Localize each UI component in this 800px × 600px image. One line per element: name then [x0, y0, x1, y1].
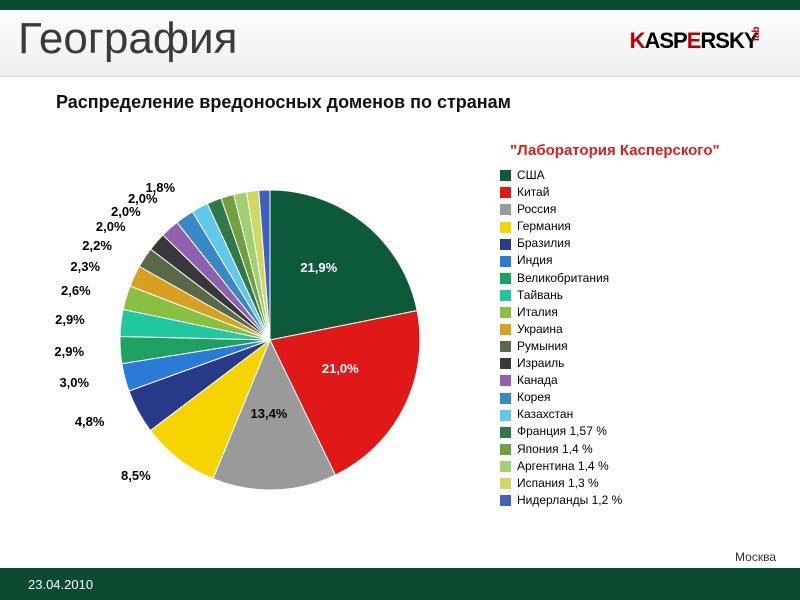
legend-row: Казахстан — [500, 407, 790, 423]
legend-swatch — [500, 290, 511, 301]
footer-date: 23.04.2010 — [28, 577, 93, 592]
legend-row: Аргентина 1,4 % — [500, 459, 790, 475]
legend-label: Россия — [517, 202, 556, 218]
legend-label: Корея — [517, 390, 551, 406]
legend-label: Канада — [517, 373, 558, 389]
legend-swatch — [500, 478, 511, 489]
pie-slice-label: 2,0% — [111, 204, 141, 219]
legend-label: Индия — [517, 253, 552, 269]
legend-row: Россия — [500, 202, 790, 218]
pie-chart-area: 21,9% 21,0% 13,4% 8,5% 4,8% 3,0% 2,9% 2,9% 2,6% 2… — [40, 120, 470, 520]
legend-title: "Лаборатория Касперского" — [510, 142, 720, 159]
legend-swatch — [500, 393, 511, 404]
legend-swatch — [500, 307, 511, 318]
legend-row: Украина — [500, 322, 790, 338]
legend-swatch — [500, 187, 511, 198]
legend-label: США — [517, 168, 545, 184]
legend-row: Япония 1,4 % — [500, 442, 790, 458]
top-accent-bar — [0, 0, 800, 10]
legend-swatch — [500, 170, 511, 181]
pie-slice-label: 2,3% — [70, 259, 100, 274]
legend-swatch — [500, 273, 511, 284]
legend-swatch — [500, 239, 511, 250]
slide: География KASPERSKY lab Распределение вр… — [0, 0, 800, 600]
legend-swatch — [500, 375, 511, 386]
legend-row: Германия — [500, 219, 790, 235]
legend-label: Великобритания — [517, 271, 609, 287]
legend-row: Нидерланды 1,2 % — [500, 493, 790, 509]
legend-label: Нидерланды 1,2 % — [517, 493, 622, 509]
legend-label: Германия — [517, 219, 571, 235]
footer-location: Москва — [735, 550, 776, 564]
bottom-bar: 23.04.2010 — [0, 568, 800, 600]
legend-row: Корея — [500, 390, 790, 406]
pie-slice-label: 21,0% — [322, 361, 359, 376]
legend-row: Канада — [500, 373, 790, 389]
legend-label: Италия — [517, 305, 558, 321]
pie-slice-label: 8,5% — [121, 468, 151, 483]
legend-row: США — [500, 168, 790, 184]
legend-swatch — [500, 204, 511, 215]
legend-row: Румыния — [500, 339, 790, 355]
pie-slice-label: 4,8% — [75, 414, 105, 429]
legend-label: Аргентина 1,4 % — [517, 459, 609, 475]
legend-swatch — [500, 324, 511, 335]
legend-label: Франция 1,57 % — [517, 424, 607, 440]
legend-row: Италия — [500, 305, 790, 321]
legend-row: Бразилия — [500, 236, 790, 252]
legend-row: Франция 1,57 % — [500, 424, 790, 440]
legend-swatch — [500, 256, 511, 267]
pie-slice-label: 21,9% — [300, 260, 337, 275]
legend-label: Тайвань — [517, 288, 563, 304]
legend-label: Казахстан — [517, 407, 573, 423]
pie-slice-label: 2,6% — [61, 283, 91, 298]
legend-row: Израиль — [500, 356, 790, 372]
subtitle: Распределение вредоносных доменов по стр… — [56, 92, 511, 113]
legend-row: Индия — [500, 253, 790, 269]
pie-chart — [110, 180, 430, 500]
legend-label: Япония 1,4 % — [517, 442, 593, 458]
pie-slice-label: 3,0% — [59, 375, 89, 390]
legend-swatch — [500, 444, 511, 455]
legend-label: Румыния — [517, 339, 568, 355]
pie-slice-label: 2,0% — [96, 219, 126, 234]
legend-swatch — [500, 358, 511, 369]
legend-swatch — [500, 427, 511, 438]
legend: СШАКитайРоссияГерманияБразилияИндия Велик… — [500, 168, 790, 510]
legend-label: Бразилия — [517, 236, 571, 252]
page-title: География — [18, 14, 237, 64]
kaspersky-logo: KASPERSKY lab — [630, 28, 776, 54]
pie-slice-label: 2,9% — [55, 312, 85, 327]
legend-swatch — [500, 222, 511, 233]
pie-slice-label: 2,2% — [82, 238, 112, 253]
legend-row: Китай — [500, 185, 790, 201]
logo-text: KASPERSKY — [630, 28, 758, 54]
pie-slice-label: 2,9% — [54, 344, 84, 359]
legend-row: Великобритания — [500, 271, 790, 287]
legend-swatch — [500, 341, 511, 352]
legend-label: Китай — [517, 185, 549, 201]
legend-row: Испания 1,3 % — [500, 476, 790, 492]
legend-swatch — [500, 495, 511, 506]
pie-slice-label: 13,4% — [251, 406, 288, 421]
legend-swatch — [500, 410, 511, 421]
legend-swatch — [500, 461, 511, 472]
pie-slice-label: 1,8% — [145, 180, 175, 195]
legend-label: Украина — [517, 322, 563, 338]
legend-row: Тайвань — [500, 288, 790, 304]
legend-label: Израиль — [517, 356, 564, 372]
title-row: География KASPERSKY lab — [0, 10, 800, 77]
legend-label: Испания 1,3 % — [517, 476, 599, 492]
logo-side-text: lab — [751, 27, 762, 41]
